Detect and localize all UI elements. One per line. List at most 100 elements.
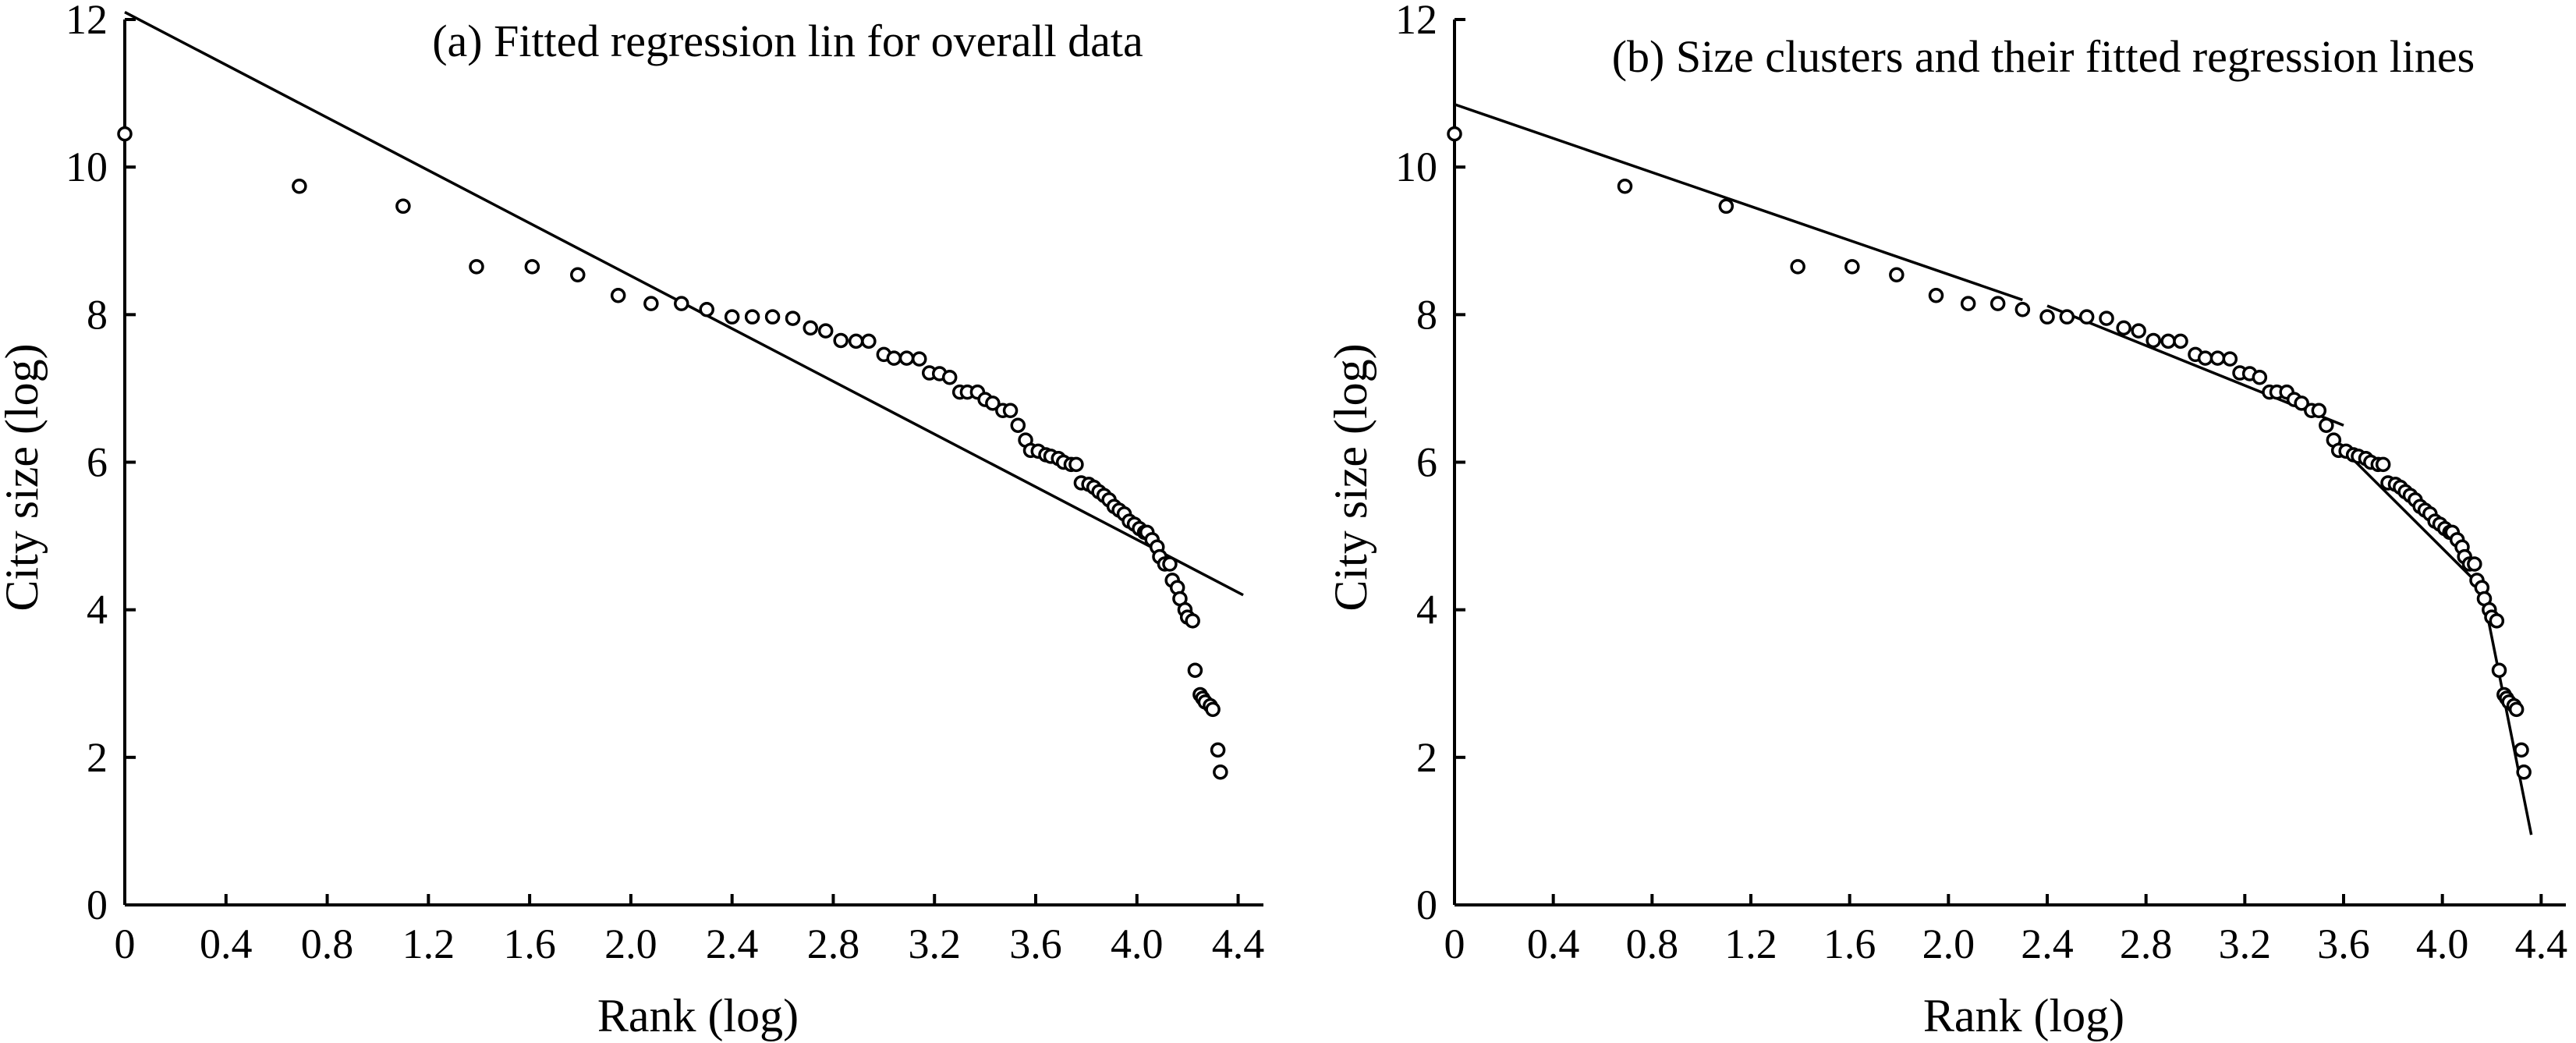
panel-b-data-point: [2489, 613, 2505, 629]
panel-b-x-tick-label: 4.0: [2416, 921, 2469, 967]
panel-b-data-point: [2209, 350, 2226, 366]
panel-b-data-point: [1928, 287, 1944, 303]
panel-a-data-point: [1162, 556, 1178, 572]
panel-b-data-point: [2252, 369, 2268, 385]
panel-b-data-point: [1889, 267, 1905, 283]
panel-b-data-point: [2311, 403, 2327, 419]
panel-a-data-point: [764, 309, 781, 325]
panel-b-data-point: [2014, 301, 2031, 318]
panel-a-data-point: [1205, 701, 1221, 718]
panel-a-data-point: [395, 198, 411, 215]
panel-a-x-tick-label: 4.0: [1111, 921, 1164, 967]
panel-a-data-point: [833, 332, 849, 349]
panel-a-y-tick-label: 4: [87, 587, 108, 633]
panel-b-data-point: [1617, 179, 1633, 194]
panel-a-data-point: [985, 396, 1001, 411]
panel-a-y-axis-title: City size (log): [0, 343, 48, 611]
panel-a-data-point: [674, 296, 689, 311]
panel-b-data-point: [2099, 310, 2114, 326]
panel-a-x-tick-label: 2.8: [807, 921, 860, 967]
panel-b-y-tick-label: 6: [1416, 439, 1437, 486]
panel-a-x-tick-label: 3.2: [908, 921, 961, 967]
panel-b-data-point: [1990, 296, 2006, 311]
panel-b-data-point: [2516, 765, 2532, 780]
panel-a-x-tick-label: 1.6: [503, 921, 556, 967]
panel-b-fit-line: [2333, 438, 2483, 589]
panel-a-data-point: [1213, 765, 1228, 780]
panel-b-x-tick-label: 4.4: [2515, 921, 2568, 967]
panel-b-data-point: [2145, 332, 2161, 349]
panel-a-x-tick-label: 1.2: [402, 921, 455, 967]
panel-b-data-point: [2116, 320, 2131, 336]
panel-a-data-point: [898, 350, 915, 366]
panel-b-x-tick-label: 3.6: [2317, 921, 2370, 967]
panel-a: (a) Fitted regression lin for overall da…: [0, 0, 1264, 1041]
panel-a-data-point: [941, 369, 958, 385]
panel-a-y-tick-label: 8: [87, 291, 108, 338]
panel-b-data-point: [2173, 333, 2188, 349]
panel-b-data-point: [2514, 742, 2529, 758]
panel-b-y-tick-label: 4: [1416, 587, 1437, 633]
panel-b-y-axis-title: City size (log): [1325, 343, 1377, 611]
panel-b-data-point: [2294, 396, 2309, 411]
panel-b-x-tick-label: 0.8: [1626, 921, 1679, 967]
panel-a-data-point: [803, 320, 818, 336]
panel-b-data-point: [2375, 456, 2391, 473]
panel-b-y-tick-label: 2: [1416, 734, 1437, 781]
panel-a-title: (a) Fitted regression lin for overall da…: [432, 16, 1143, 66]
panel-b-data-point: [2160, 333, 2176, 349]
panel-b-x-tick-label: 2.0: [1922, 921, 1975, 967]
panel-b-data-point: [2078, 309, 2095, 325]
panel-a-data-point: [1002, 403, 1019, 419]
panel-a-x-tick-label: 0: [115, 921, 136, 967]
panel-a-data-point: [699, 301, 714, 318]
panel-b-x-tick-label: 2.4: [2021, 921, 2074, 967]
panel-b-x-tick-label: 1.6: [1823, 921, 1876, 967]
panel-b-data-point: [2039, 309, 2055, 325]
panel-a-data-point: [1010, 417, 1026, 433]
panel-a-data-point: [292, 179, 307, 194]
panel-b-y-tick-label: 12: [1395, 0, 1437, 43]
panel-a-data-point: [1185, 613, 1200, 629]
panel-b-fit-line: [1454, 103, 2023, 302]
panel-b-data-point: [1447, 126, 1462, 142]
panel-b: (b) Size clusters and their fitted regre…: [1325, 0, 2567, 1041]
panel-b-data-point: [1844, 259, 1860, 275]
panel-a-data-point: [744, 309, 760, 325]
panel-a-data-point: [1187, 662, 1203, 678]
panel-a-data-point: [724, 309, 740, 325]
panel-a-data-point: [886, 350, 902, 366]
panel-b-data-point: [2197, 350, 2213, 366]
panel-b-data-point: [2491, 662, 2507, 678]
panel-a-data-point: [117, 126, 133, 142]
panel-a-data-point: [912, 351, 927, 367]
panel-a-data-point: [1210, 742, 1226, 758]
panel-b-title: (b) Size clusters and their fitted regre…: [1612, 31, 2475, 82]
panel-a-y-tick-label: 6: [87, 439, 108, 486]
panel-b-data-point: [2467, 556, 2482, 572]
panel-a-data-point: [643, 296, 659, 311]
panel-b-fit-line: [2480, 587, 2533, 835]
panel-a-y-tick-label: 2: [87, 734, 108, 781]
panel-a-x-tick-label: 0.8: [301, 921, 354, 967]
panel-a-x-tick-label: 2.4: [706, 921, 759, 967]
panel-a-data-point: [610, 287, 626, 303]
panel-a-data-point: [1068, 456, 1084, 473]
panel-a-y-tick-label: 12: [66, 0, 108, 43]
panel-a-data-point: [861, 333, 877, 349]
panel-b-y-tick-label: 10: [1395, 144, 1437, 190]
panel-a-y-tick-label: 10: [66, 144, 108, 190]
panel-b-x-tick-label: 2.8: [2120, 921, 2173, 967]
panel-a-data-point: [570, 267, 586, 283]
panel-b-data-point: [2059, 309, 2075, 325]
panel-b-x-tick-label: 0: [1444, 921, 1465, 967]
panel-a-data-point: [817, 323, 834, 339]
panel-b-x-tick-label: 1.2: [1724, 921, 1777, 967]
panel-a-y-tick-label: 0: [87, 882, 108, 928]
panel-b-y-tick-label: 0: [1416, 882, 1437, 928]
panel-a-x-axis-title: Rank (log): [597, 990, 799, 1041]
panel-a-x-tick-label: 2.0: [604, 921, 657, 967]
panel-a-data-point: [848, 333, 864, 349]
panel-b-x-axis-title: Rank (log): [1923, 990, 2124, 1041]
